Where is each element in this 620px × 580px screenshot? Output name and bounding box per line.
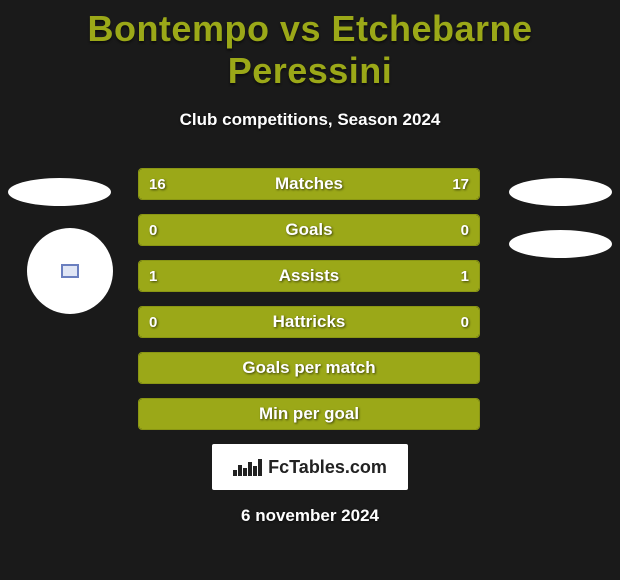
- stat-row: Min per goal: [138, 398, 480, 430]
- subtitle: Club competitions, Season 2024: [0, 110, 620, 130]
- stat-row: 00Goals: [138, 214, 480, 246]
- stat-label: Assists: [139, 266, 479, 286]
- stat-rows: 1617Matches 00Goals 11Assists 00Hattricks Go…: [138, 168, 480, 430]
- stat-label: Goals: [139, 220, 479, 240]
- fctables-label: FcTables.com: [268, 457, 387, 478]
- stat-label: Min per goal: [139, 404, 479, 424]
- page-title: Bontempo vs Etchebarne Peressini: [0, 0, 620, 92]
- stat-label: Goals per match: [139, 358, 479, 378]
- avatar-placeholder-icon: [61, 264, 79, 278]
- stat-label: Hattricks: [139, 312, 479, 332]
- stat-row: 11Assists: [138, 260, 480, 292]
- fctables-logo-icon: [233, 459, 262, 476]
- stat-row: 00Hattricks: [138, 306, 480, 338]
- player-left-placeholder-1: [8, 178, 111, 206]
- fctables-badge[interactable]: FcTables.com: [212, 444, 408, 490]
- player-right-placeholder-1: [509, 178, 612, 206]
- comparison-panel: 1617Matches 00Goals 11Assists 00Hattricks Go…: [0, 168, 620, 526]
- date-label: 6 november 2024: [0, 506, 620, 526]
- stat-row: Goals per match: [138, 352, 480, 384]
- player-left-avatar: [27, 228, 113, 314]
- stat-row: 1617Matches: [138, 168, 480, 200]
- stat-label: Matches: [139, 174, 479, 194]
- player-right-placeholder-2: [509, 230, 612, 258]
